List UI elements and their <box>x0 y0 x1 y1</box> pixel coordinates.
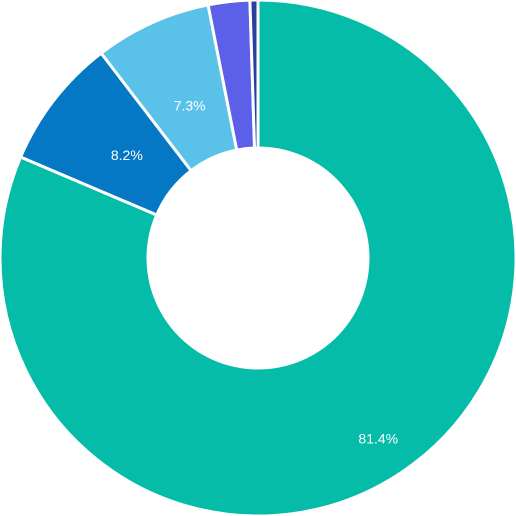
pie-slice-4 <box>248 0 260 150</box>
slice-label-1: 8.2% <box>111 147 143 163</box>
slice-label-0: 81.4% <box>358 431 398 447</box>
slice-label-2: 7.3% <box>174 97 206 113</box>
